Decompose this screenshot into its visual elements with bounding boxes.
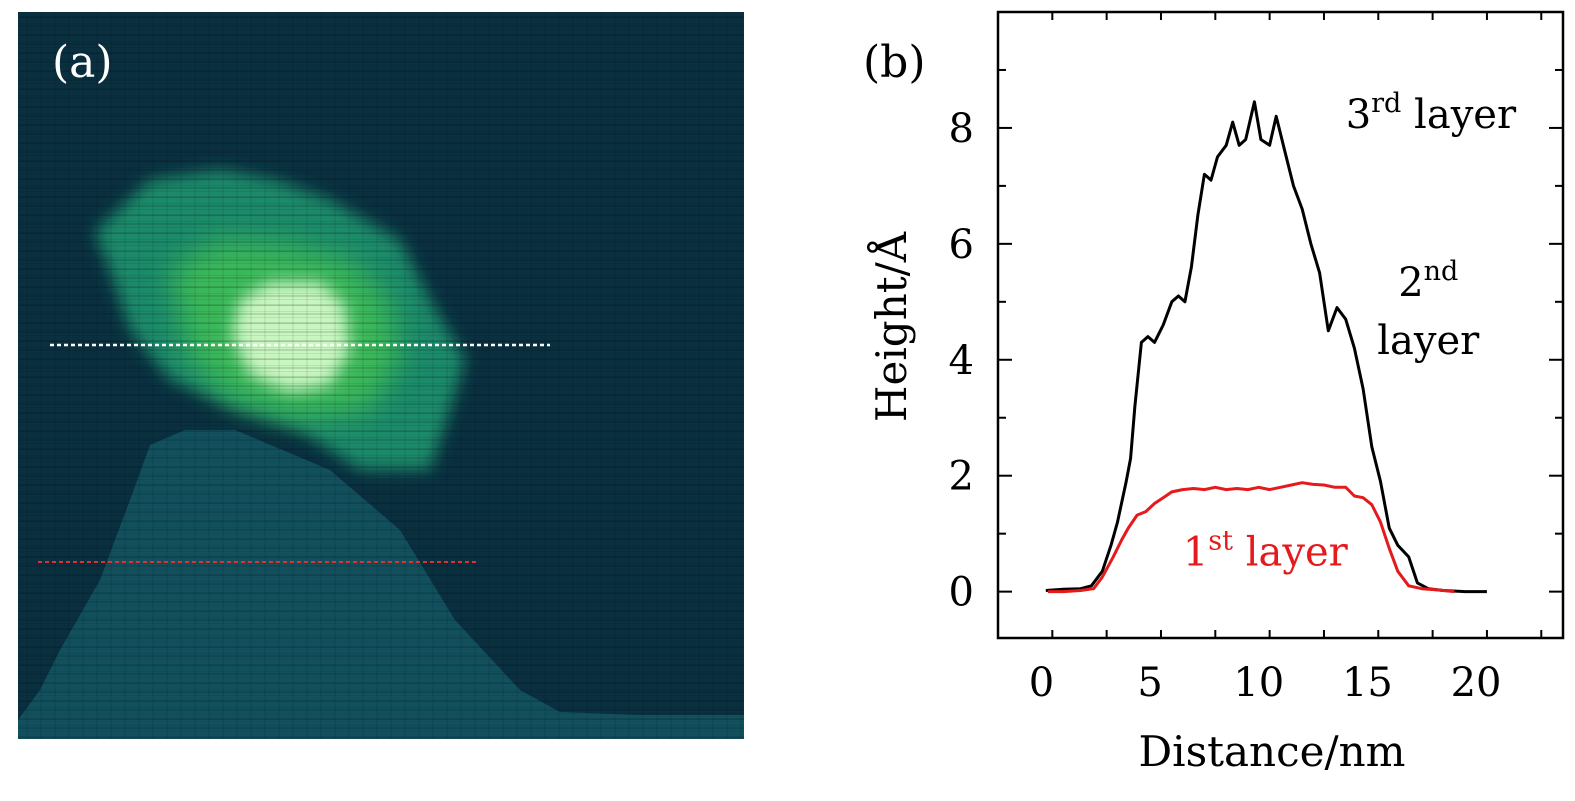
x-tick-label: 10 bbox=[1233, 660, 1284, 706]
layer-annotation: 1st layer bbox=[1183, 526, 1349, 576]
layer-annotation: layer bbox=[1377, 318, 1480, 364]
x-tick-label: 15 bbox=[1342, 660, 1393, 706]
y-tick-label: 0 bbox=[949, 570, 974, 616]
y-tick-label: 2 bbox=[949, 454, 974, 500]
y-tick-label: 8 bbox=[949, 106, 974, 152]
y-tick-label: 6 bbox=[949, 222, 974, 268]
height-profile-panel: 0 5 10 15 20 0 2 4 6 8 3rd layer 2nd layer 1st laye… bbox=[760, 0, 1575, 797]
red-profile-line bbox=[1048, 481, 1455, 594]
layer-annotation: 2nd bbox=[1398, 256, 1458, 306]
stm-image: (a) bbox=[18, 12, 744, 739]
panel-a-label: (a) bbox=[52, 37, 113, 88]
y-axis-title: Height/Å bbox=[866, 231, 916, 422]
stm-image-panel: (a) bbox=[0, 0, 760, 797]
height-profile-chart: 0 5 10 15 20 0 2 4 6 8 3rd layer 2nd layer 1st laye… bbox=[863, 10, 1565, 776]
plot-frame bbox=[996, 10, 1565, 640]
black-profile-line bbox=[1045, 100, 1487, 594]
x-tick-label: 20 bbox=[1451, 660, 1502, 706]
x-tick-label: 5 bbox=[1137, 660, 1162, 706]
x-axis-title: Distance/nm bbox=[1138, 727, 1405, 776]
x-tick-label: 0 bbox=[1029, 660, 1054, 706]
y-tick-label: 4 bbox=[949, 338, 974, 384]
panel-b-label: (b) bbox=[863, 37, 926, 88]
layer-annotation: 3rd layer bbox=[1346, 88, 1517, 138]
scan-lines bbox=[18, 12, 744, 739]
